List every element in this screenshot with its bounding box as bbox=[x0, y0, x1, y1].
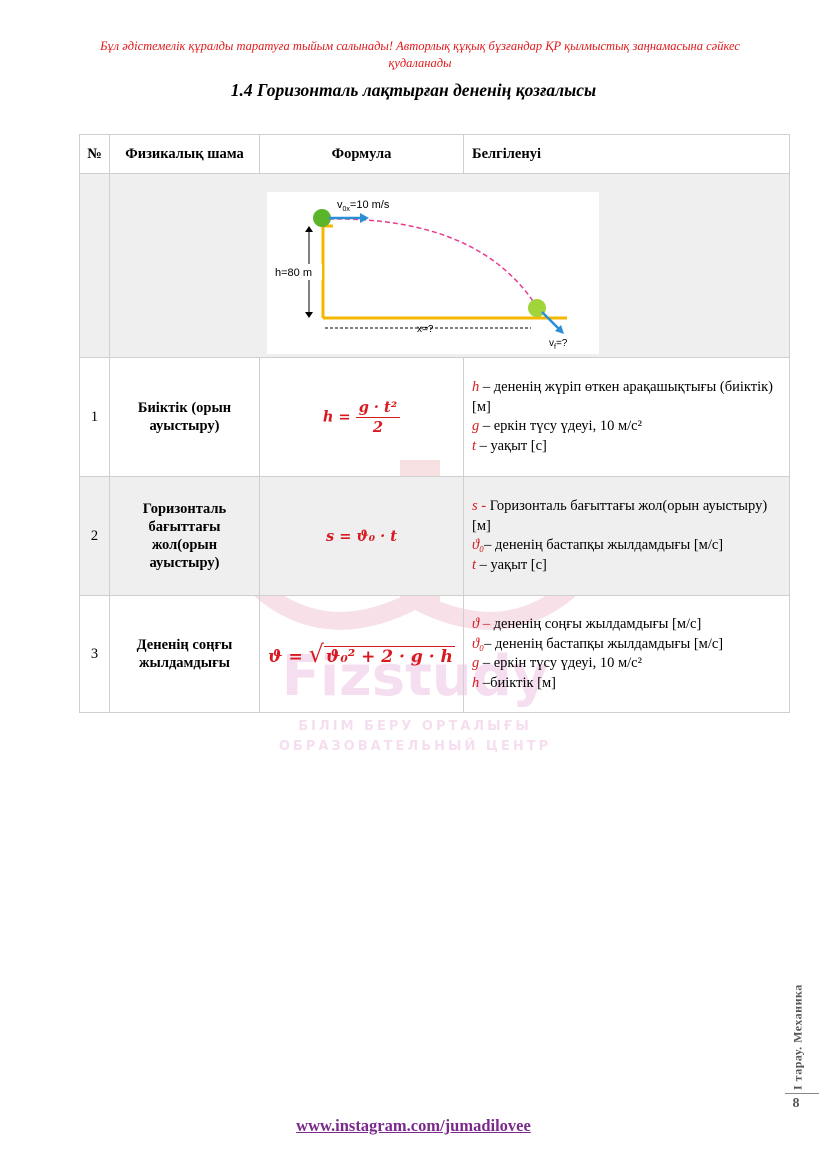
page-number: 8 bbox=[792, 1096, 800, 1111]
watermark-line2: ОБРАЗОВАТЕЛЬНЫЙ ЦЕНТР bbox=[279, 738, 551, 754]
height-label: h=80 m bbox=[275, 267, 312, 279]
header-quantity: Физикалық шама bbox=[109, 134, 260, 174]
vf-label: vf=? bbox=[549, 338, 568, 351]
formula-table: № Физикалық шама Формула Белгіленуі h=80… bbox=[79, 134, 790, 713]
page-title: 1.4 Горизонталь лақтырған дененің қозғал… bbox=[230, 80, 597, 100]
formula-cell: ϑ = √ ϑ₀² + 2 · g · h bbox=[259, 595, 464, 713]
watermark-line1: БІЛІМ БЕРУ ОРТАЛЫҒЫ bbox=[298, 719, 532, 734]
v0-label: v0x=10 m/s bbox=[337, 199, 390, 213]
instagram-link[interactable]: www.instagram.com/jumadilovee bbox=[296, 1116, 531, 1135]
quantity-name: Биіктік (орын ауыстыру) bbox=[109, 357, 260, 477]
chapter-label: I тарау. Механика bbox=[790, 984, 805, 1090]
row-number: 1 bbox=[79, 357, 110, 477]
table-row: 1 Биіктік (орын ауыстыру) h = g · t² 2 h … bbox=[79, 357, 790, 477]
table-row: 3 Дененің соңғы жылдамдығы ϑ = √ ϑ₀² + 2 … bbox=[79, 595, 790, 713]
projectile-figure: h=80 m x=? v0x=10 m/s vf=? bbox=[267, 192, 599, 354]
row-number: 2 bbox=[79, 476, 110, 596]
header-formula: Формула bbox=[259, 134, 464, 174]
notation-cell: h – дененің жүріп өткен арақашықтығы (би… bbox=[463, 357, 790, 477]
row-number: 3 bbox=[79, 595, 110, 713]
table-header-row: № Физикалық шама Формула Белгіленуі bbox=[79, 134, 790, 174]
table-row: 2 Горизонталь бағыттағы жол(орын ауыстыр… bbox=[79, 476, 790, 596]
quantity-name: Горизонталь бағыттағы жол(орын ауыстыру) bbox=[109, 476, 260, 596]
formula-cell: s = ϑ₀ · t bbox=[259, 476, 464, 596]
header-notation: Белгіленуі bbox=[463, 134, 790, 174]
figure-row: h=80 m x=? v0x=10 m/s vf=? bbox=[79, 173, 790, 358]
notation-cell: ϑ – дененің соңғы жылдамдығы [м/с] ϑ₀– д… bbox=[463, 595, 790, 713]
header-number: № bbox=[79, 134, 110, 174]
formula-cell: h = g · t² 2 bbox=[259, 357, 464, 477]
trajectory-line bbox=[328, 218, 536, 305]
copyright-notice: Бұл әдістемелік құралды таратуға тыйым с… bbox=[100, 39, 740, 70]
notation-cell: s - Горизонталь бағыттағы жол(орын ауыст… bbox=[463, 476, 790, 596]
distance-label: x=? bbox=[417, 324, 434, 335]
page-divider bbox=[785, 1093, 819, 1094]
ball-start bbox=[313, 209, 331, 227]
quantity-name: Дененің соңғы жылдамдығы bbox=[109, 595, 260, 713]
